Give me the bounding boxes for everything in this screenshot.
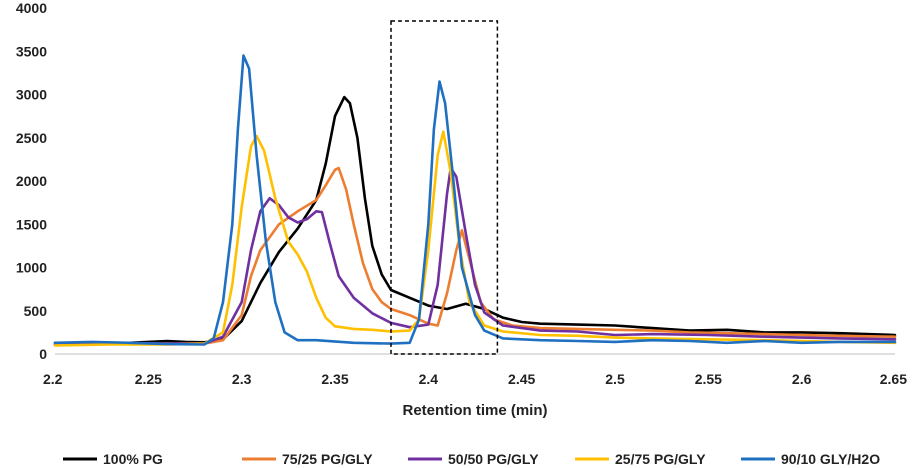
x-tick-label: 2.35: [321, 371, 348, 387]
highlight-region-box: [390, 20, 499, 355]
legend-entry: 100% PG: [63, 451, 163, 467]
y-tick-label: 0: [39, 346, 47, 362]
x-tick-label: 2.55: [695, 371, 722, 387]
y-tick-label: 500: [24, 303, 48, 319]
legend-label: 100% PG: [103, 451, 163, 467]
series-line-2: [53, 166, 897, 346]
series-lines: [53, 54, 897, 347]
series-line-3: [53, 166, 897, 346]
legend: 100% PG 75/25 PG/GLY 50/50 PG/GLY 25/75 PG/…: [63, 451, 880, 467]
x-tick-label: 2.5: [605, 371, 625, 387]
legend-entry: 90/10 GLY/H2O: [741, 451, 880, 467]
x-tick-label: 2.25: [135, 371, 162, 387]
series-line-5: [53, 54, 897, 346]
x-tick-label: 2.3: [232, 371, 252, 387]
x-tick-label: 2.4: [419, 371, 439, 387]
legend-label: 25/75 PG/GLY: [615, 451, 706, 467]
legend-label: 50/50 PG/GLY: [448, 451, 539, 467]
legend-label: 90/10 GLY/H2O: [781, 451, 880, 467]
y-axis-ticks: 0 500 1000 1500 2000 2500 3000 3500 4000: [16, 0, 47, 362]
y-tick-label: 1500: [16, 216, 47, 232]
y-tick-label: 1000: [16, 260, 47, 276]
series-line-1: [53, 95, 897, 345]
x-tick-label: 2.65: [880, 371, 907, 387]
x-tick-label: 2.6: [792, 371, 812, 387]
y-tick-label: 3500: [16, 43, 47, 59]
x-tick-label: 2.2: [43, 371, 63, 387]
x-tick-label: 2.45: [508, 371, 535, 387]
y-tick-label: 3000: [16, 87, 47, 103]
legend-entry: 75/25 PG/GLY: [242, 451, 373, 467]
x-axis-ticks: 2.2 2.25 2.3 2.35 2.4 2.45 2.5 2.55 2.6 2.65: [43, 371, 907, 387]
x-axis-title: Retention time (min): [403, 402, 548, 419]
legend-entry: 25/75 PG/GLY: [575, 451, 706, 467]
y-tick-label: 2000: [16, 173, 47, 189]
y-tick-label: 2500: [16, 130, 47, 146]
y-tick-label: 4000: [16, 0, 47, 16]
legend-label: 75/25 PG/GLY: [282, 451, 373, 467]
legend-entry: 50/50 PG/GLY: [408, 451, 539, 467]
